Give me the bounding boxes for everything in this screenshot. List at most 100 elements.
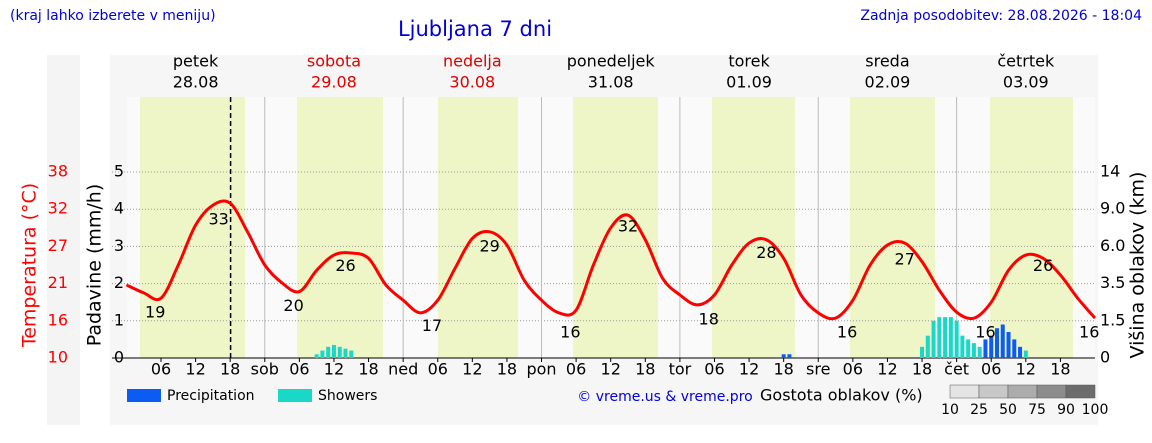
- updated: Zadnja posodobitev: 28.08.2026 - 18:04: [860, 8, 1142, 24]
- precip-bar: [931, 320, 936, 358]
- x-tick-label: sob: [251, 360, 279, 379]
- x-tick-label: 06: [566, 360, 586, 379]
- precip-bar: [983, 339, 988, 358]
- precip-bar: [331, 344, 336, 358]
- x-tick-label: 12: [1016, 360, 1036, 379]
- day-date: 28.08: [173, 73, 219, 92]
- temp-label: 32: [618, 216, 638, 235]
- y-tick-label: 3: [114, 236, 124, 255]
- precip-bar: [343, 348, 348, 358]
- x-tick-label: 06: [843, 360, 863, 379]
- legend-swatch: [278, 389, 312, 402]
- y2-tick-label: 9.0: [1100, 199, 1125, 218]
- precip-bar: [943, 317, 948, 358]
- temp-label: 33: [208, 210, 228, 229]
- day-date: 03.09: [1003, 73, 1049, 92]
- daylight: [297, 97, 383, 358]
- day-name: ponedeljek: [567, 52, 656, 71]
- precip-bar: [326, 346, 331, 358]
- daylight: [990, 97, 1073, 358]
- cloud-legend-swatch: [1007, 384, 1038, 399]
- precip-bar: [994, 328, 999, 358]
- cloud-legend-swatch: [1065, 384, 1096, 399]
- day-name: torek: [728, 52, 770, 71]
- y-tick-label: 1: [114, 310, 124, 329]
- precip-bar: [977, 346, 982, 358]
- left-panel: [47, 55, 80, 425]
- temp-tick-label: 21: [48, 273, 68, 292]
- cloud-legend-label: 10: [941, 402, 959, 418]
- x-tick-label: ned: [388, 360, 418, 379]
- temp-tick-label: 16: [48, 310, 68, 329]
- precip-bar: [960, 335, 965, 358]
- precip-bar: [314, 354, 319, 358]
- precip-bar: [1012, 339, 1017, 358]
- day-date: 30.08: [449, 73, 495, 92]
- precip-bar: [966, 339, 971, 358]
- legend-label: Precipitation: [167, 388, 255, 404]
- temp-axis-label: Temperatura (°C): [19, 183, 41, 348]
- cloud-legend-label: 25: [970, 402, 988, 418]
- temp-label: 26: [335, 256, 355, 275]
- y2-tick-label: 14: [1100, 162, 1120, 181]
- temp-tick-label: 32: [48, 199, 68, 218]
- hint: (kraj lahko izberete v meniju): [10, 8, 216, 24]
- day-date: 29.08: [311, 73, 357, 92]
- cloud-legend-swatch: [949, 384, 980, 399]
- daylight: [850, 97, 935, 358]
- precip-bar: [349, 350, 354, 358]
- precip-bar: [937, 317, 942, 358]
- precip-bar: [320, 350, 325, 358]
- precip-bar: [954, 320, 959, 358]
- credit: © vreme.us & vreme.pro: [577, 389, 752, 405]
- precip-bar: [1018, 346, 1023, 358]
- x-tick-label: 18: [773, 360, 793, 379]
- precip-axis-label: Padavine (mm/h): [84, 184, 106, 347]
- y-tick-label: 0: [114, 348, 124, 367]
- day-name: sobota: [307, 52, 361, 71]
- precip-bar: [337, 346, 342, 358]
- precip-bar: [1023, 350, 1028, 358]
- precip-bar: [925, 335, 930, 358]
- temp-label: 17: [422, 316, 442, 335]
- x-tick-label: čet: [944, 360, 969, 379]
- precip-bar: [948, 317, 953, 358]
- cloud-legend-swatch: [978, 384, 1009, 399]
- x-tick-label: 06: [151, 360, 171, 379]
- temp-tick-label: 38: [48, 162, 68, 181]
- temp-label: 16: [837, 323, 857, 342]
- temp-tick-label: 27: [48, 236, 68, 255]
- precip-bar: [781, 354, 786, 358]
- y2-tick-label: 0: [1100, 348, 1110, 367]
- y2-tick-label: 3.5: [1100, 273, 1125, 292]
- cloud-legend-label: 90: [1057, 402, 1075, 418]
- x-tick-label: 06: [981, 360, 1001, 379]
- temp-label: 27: [895, 250, 915, 269]
- daylight: [438, 97, 518, 358]
- precip-bar: [989, 335, 994, 358]
- cloud-legend-label: 100: [1082, 402, 1109, 418]
- legend-label: Showers: [318, 388, 377, 404]
- cloud-legend-label: 75: [1028, 402, 1046, 418]
- temp-label: 16: [975, 323, 995, 342]
- temp-label: 19: [145, 303, 165, 322]
- temp-label: 18: [699, 309, 719, 328]
- x-tick-label: 12: [601, 360, 621, 379]
- x-tick-label: 18: [358, 360, 378, 379]
- x-tick-label: 12: [324, 360, 344, 379]
- x-tick-label: 18: [497, 360, 517, 379]
- precip-bar: [787, 354, 792, 358]
- y-tick-label: 5: [114, 162, 124, 181]
- x-tick-label: sre: [806, 360, 830, 379]
- y2-tick-label: 6.0: [1100, 236, 1125, 255]
- temp-label: 16: [560, 323, 580, 342]
- temp-label: 28: [756, 243, 776, 262]
- temperature-line: [125, 199, 1097, 321]
- x-tick-label: 06: [428, 360, 448, 379]
- precip-bar: [920, 346, 925, 358]
- x-tick-label: 18: [1050, 360, 1070, 379]
- temp-label: 26: [1033, 256, 1053, 275]
- daylight: [712, 97, 795, 358]
- x-tick-label: tor: [669, 360, 692, 379]
- y2-tick-label: 1.5: [1100, 310, 1125, 329]
